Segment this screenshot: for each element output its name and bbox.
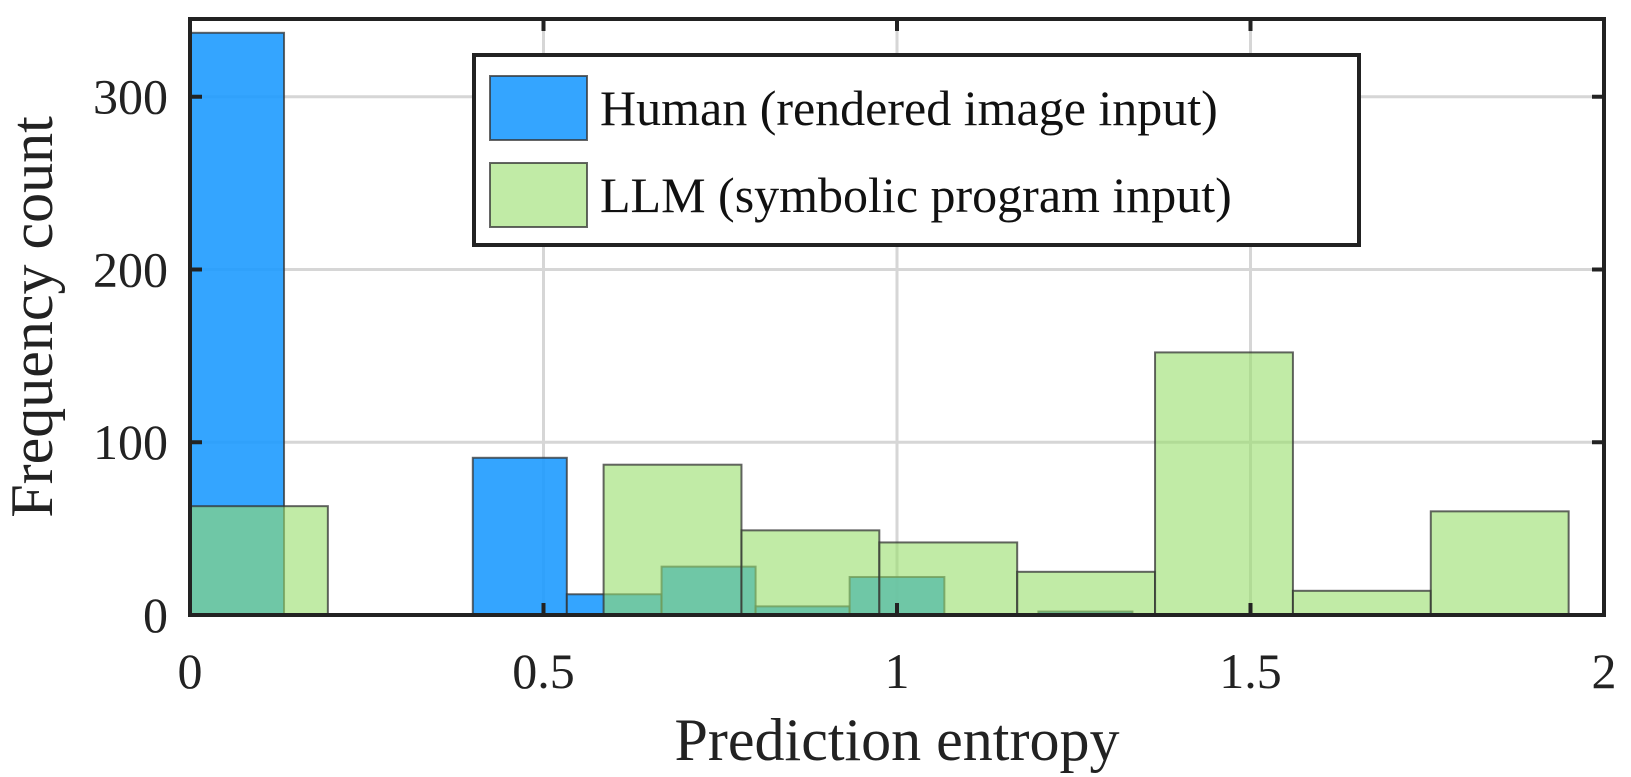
histogram-bar [1154,351,1294,616]
legend-swatch [489,162,588,228]
x-axis-tick-labels: 0 0.5 1 1.5 2 [178,643,1617,699]
histogram-bar [1016,570,1157,616]
legend-label: LLM (symbolic program input) [600,167,1232,223]
x-tick-label: 1 [885,643,910,699]
y-axis-tick-labels: 0 100 200 300 [93,69,168,643]
y-axis-label: Frequency count [0,116,65,518]
histogram-bar [878,541,1019,616]
x-tick-label: 2 [1592,643,1617,699]
histogram-bar [1429,510,1570,617]
histogram-bars [189,31,1570,617]
histogram-bar [471,456,568,616]
legend-label: Human (rendered image input) [600,80,1218,136]
legend-swatch [489,75,588,141]
series-llm [189,351,1570,617]
y-tick-label: 0 [143,587,168,643]
y-tick-label: 200 [93,241,168,297]
histogram-bar [602,463,743,616]
y-tick-label: 300 [93,69,168,125]
histogram-bar [1291,589,1432,617]
histogram-bar [740,529,881,616]
axis-ticks [188,19,1606,617]
histogram-bar [189,505,329,617]
y-tick-label: 100 [93,414,168,470]
x-axis-label: Prediction entropy [675,707,1120,773]
x-tick-label: 0.5 [512,643,575,699]
legend-box [472,53,1361,247]
x-tick-label: 1.5 [1219,643,1282,699]
x-tick-label: 0 [178,643,203,699]
legend: Human (rendered image input) LLM (symboli… [472,53,1361,247]
